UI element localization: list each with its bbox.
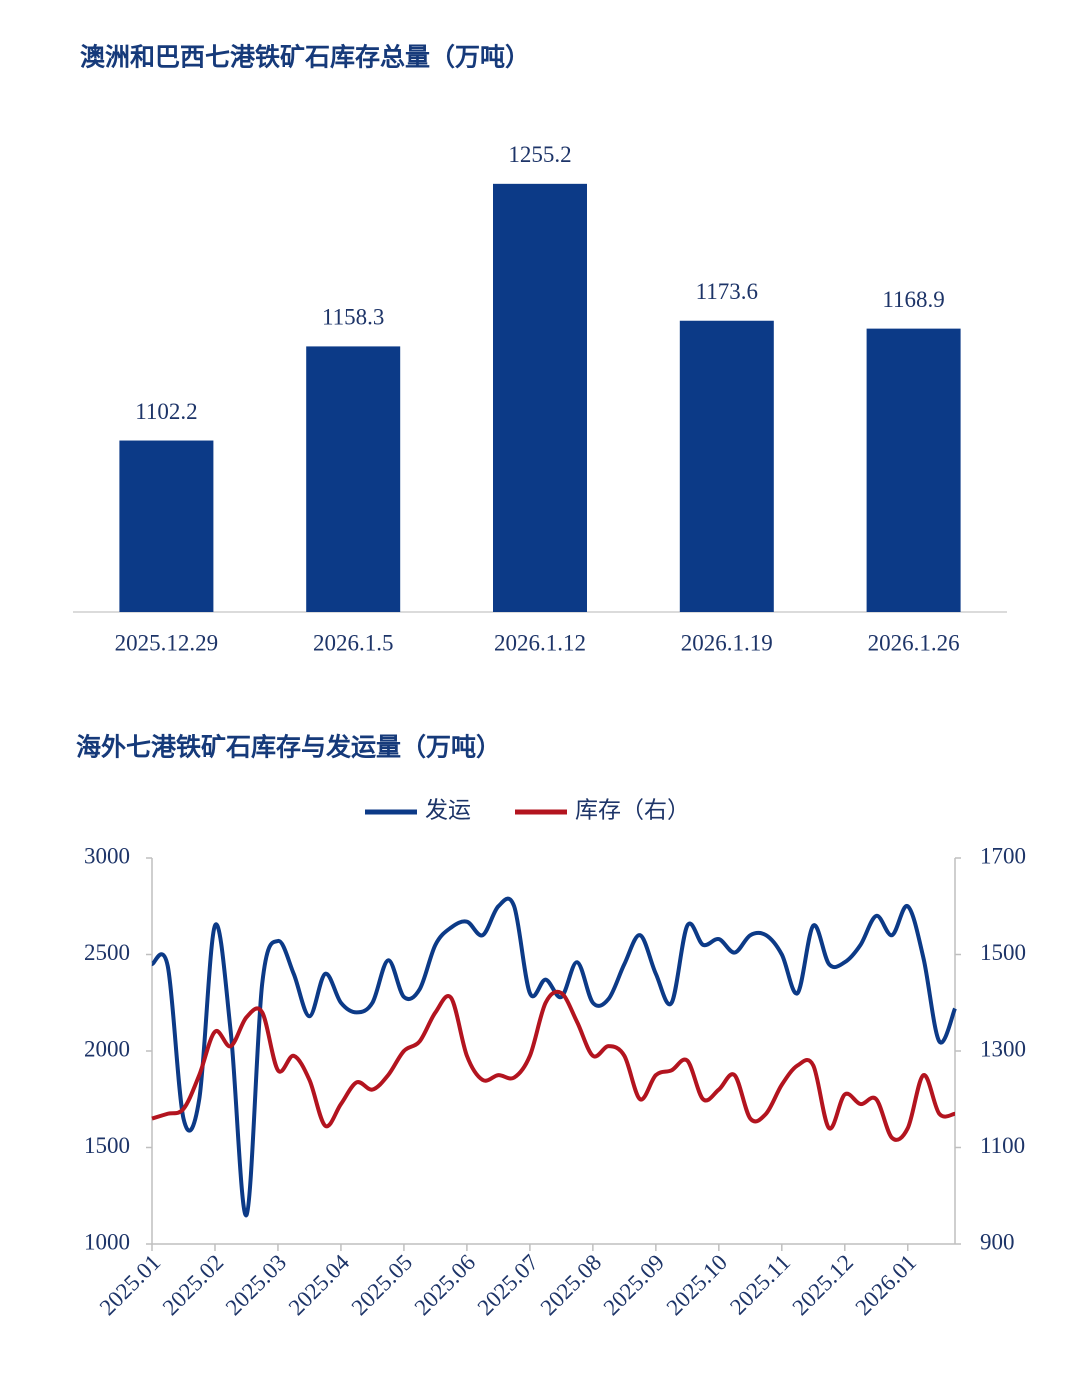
chart-title: 海外七港铁矿石库存与发运量（万吨） — [76, 733, 501, 762]
x-tick-label: 2025.10 — [662, 1250, 733, 1321]
x-tick-label: 2025.09 — [599, 1250, 670, 1321]
line-series — [151, 989, 956, 1142]
y2-tick-label: 1500 — [980, 940, 1026, 965]
bar — [679, 320, 774, 612]
x-tick-label: 2025.05 — [347, 1250, 418, 1321]
y-tick-label: 2500 — [84, 940, 130, 965]
x-tick-label: 2025.08 — [536, 1250, 607, 1321]
data-label: 1173.6 — [696, 279, 758, 304]
data-label: 1255.2 — [508, 142, 571, 167]
data-label: 1102.2 — [135, 399, 197, 424]
x-tick-label: 2025.03 — [221, 1250, 292, 1321]
x-tick-label: 2025.06 — [410, 1250, 481, 1321]
y2-tick-label: 1100 — [980, 1133, 1025, 1158]
x-tick-label: 2025.12 — [788, 1250, 859, 1321]
y-tick-label: 1500 — [84, 1133, 130, 1158]
x-tick-label: 2025.01 — [95, 1250, 166, 1321]
y2-tick-label: 1300 — [980, 1036, 1026, 1061]
bar — [119, 440, 214, 612]
x-tick-label: 2026.1.5 — [313, 630, 394, 655]
y-tick-label: 1000 — [84, 1229, 130, 1254]
legend-label: 发运 — [425, 797, 471, 822]
x-tick-label: 2026.1.12 — [494, 630, 586, 655]
x-tick-label: 2025.11 — [725, 1250, 795, 1320]
y-tick-label: 2000 — [84, 1036, 130, 1061]
x-tick-label: 2026.01 — [851, 1250, 922, 1321]
x-tick-label: 2026.1.26 — [868, 630, 960, 655]
line-series — [150, 896, 957, 1218]
x-tick-label: 2025.07 — [473, 1250, 544, 1321]
data-label: 1158.3 — [322, 305, 384, 330]
bar — [306, 346, 401, 612]
y-tick-label: 3000 — [84, 843, 130, 868]
x-tick-label: 2025.12.29 — [115, 630, 219, 655]
x-tick-label: 2026.1.19 — [681, 630, 773, 655]
bar — [866, 328, 961, 612]
data-label: 1168.9 — [882, 287, 944, 312]
bar — [493, 183, 587, 612]
y2-tick-label: 1700 — [980, 843, 1026, 868]
y2-tick-label: 900 — [980, 1229, 1015, 1254]
chart-title: 澳洲和巴西七港铁矿石库存总量（万吨） — [80, 43, 530, 72]
x-tick-label: 2025.04 — [284, 1249, 355, 1320]
legend-label: 库存（右） — [575, 797, 690, 822]
x-tick-label: 2025.02 — [158, 1250, 229, 1321]
